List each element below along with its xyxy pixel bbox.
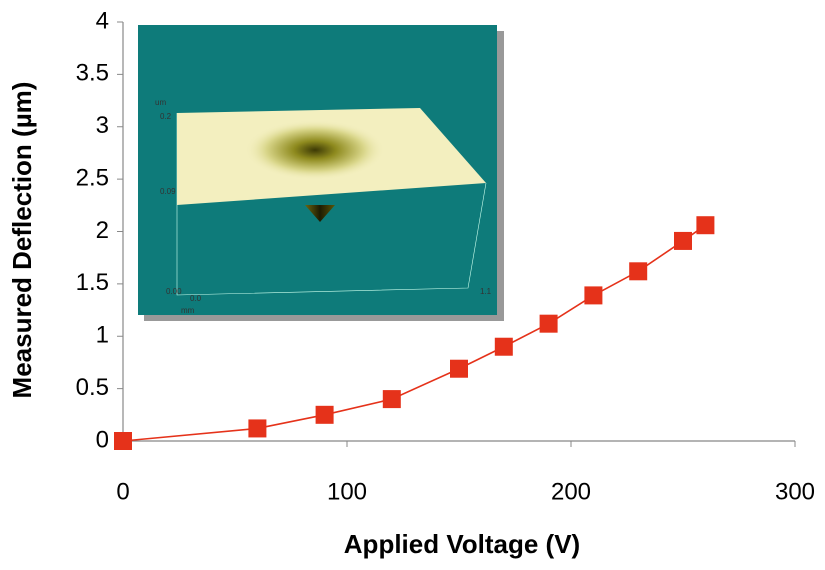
y-tick-label: 4 [96, 7, 109, 34]
y-tick-label: 1.5 [76, 269, 109, 296]
inset-label: 0.09 [160, 187, 176, 196]
inset-label: um [155, 98, 166, 107]
inset-label: 0.2 [160, 112, 172, 121]
data-point [248, 419, 266, 437]
data-point [674, 232, 692, 250]
inset-image [138, 25, 504, 321]
x-tick-label: 200 [551, 478, 591, 505]
y-tick-label: 1 [96, 322, 109, 349]
data-point [450, 360, 468, 378]
y-axis-title: Measured Deflection (µm) [7, 82, 37, 399]
data-point [696, 216, 714, 234]
data-point [495, 338, 513, 356]
y-tick-label: 3 [96, 112, 109, 139]
data-point [540, 315, 558, 333]
inset-label: mm [181, 306, 195, 315]
y-tick-label: 0.5 [76, 374, 109, 401]
inset-label: 1.1 [480, 287, 492, 296]
x-tick-label: 100 [327, 478, 367, 505]
y-tick-label: 2 [96, 217, 109, 244]
inset-label: 0.00 [166, 287, 182, 296]
x-tick-label: 0 [116, 478, 129, 505]
y-tick-label: 0 [96, 426, 109, 453]
y-tick-label: 2.5 [76, 164, 109, 191]
data-point [383, 390, 401, 408]
y-tick-label: 3.5 [76, 60, 109, 87]
data-point [629, 262, 647, 280]
data-point [114, 432, 132, 450]
chart: um 0.2 0.09 0.00 0.0 mm 1.1 Applied Voltage (V… [0, 0, 825, 565]
x-tick-label: 300 [775, 478, 815, 505]
inset-dimple [245, 120, 385, 180]
inset-label: 0.0 [190, 294, 202, 303]
x-axis-title: Applied Voltage (V) [344, 529, 580, 559]
data-point [584, 286, 602, 304]
data-point [316, 406, 334, 424]
page: um 0.2 0.09 0.00 0.0 mm 1.1 Applied Voltage (V… [0, 0, 825, 570]
